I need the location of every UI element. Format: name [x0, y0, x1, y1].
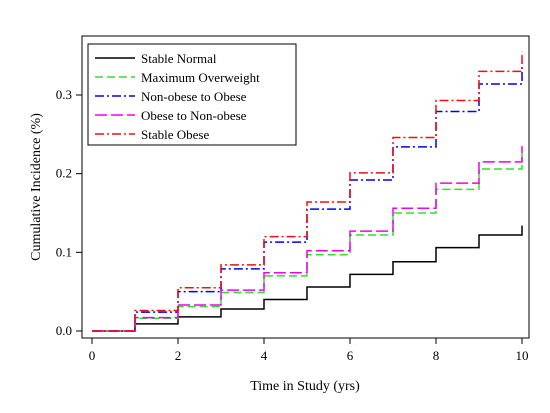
series-line-4: [92, 146, 523, 332]
legend-label: Obese to Non-obese: [141, 108, 247, 123]
x-tick-label: 2: [175, 348, 182, 363]
series-line-5: [92, 51, 523, 332]
legend-label: Non-obese to Obese: [141, 89, 247, 104]
x-axis: 0 2 4 6 8 10: [89, 338, 529, 363]
y-tick-label: 0.1: [56, 244, 72, 259]
legend: Stable Normal Maximum Overweight Non-obese…: [87, 43, 297, 146]
x-tick-label: 4: [261, 348, 268, 363]
x-tick-label: 8: [433, 348, 440, 363]
series-layer: [92, 51, 523, 332]
series-line-1: [92, 225, 523, 332]
x-tick-label: 10: [516, 348, 529, 363]
y-axis: 0.0 0.1 0.2 0.3: [56, 87, 82, 338]
legend-box: [87, 43, 297, 146]
y-axis-label: Cumulative Incidence (%): [29, 113, 44, 261]
x-tick-label: 6: [347, 348, 354, 363]
legend-label: Stable Normal: [141, 51, 217, 66]
x-axis-label: Time in Study (yrs): [250, 379, 360, 394]
x-tick-label: 0: [89, 348, 96, 363]
legend-label: Maximum Overweight: [141, 70, 260, 85]
y-tick-label: 0.0: [56, 323, 72, 338]
y-tick-label: 0.3: [56, 87, 72, 102]
y-tick-label: 0.2: [56, 166, 72, 181]
plot-frame: [81, 35, 530, 339]
legend-label: Stable Obese: [141, 127, 209, 142]
